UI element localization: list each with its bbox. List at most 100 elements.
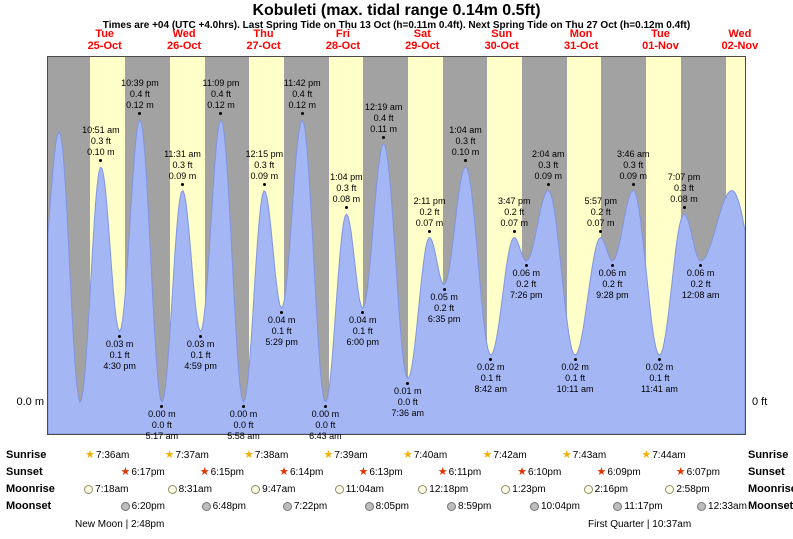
day-label-30-Oct: Sun 30-Oct (484, 28, 519, 52)
moonset-icon (530, 502, 539, 511)
sunset-time: 6:14pm (289, 467, 324, 478)
moonrise-entry: 11:04am (334, 484, 384, 495)
sunset-icon: ★ (279, 466, 289, 478)
day-label-27-Oct: Thu 27-Oct (246, 28, 281, 52)
moonset-time: 7:22pm (293, 501, 328, 512)
moonrise-icon (501, 485, 511, 494)
sunset-entry: ★ 6:10pm (517, 467, 562, 479)
moonrise-icon (84, 485, 94, 494)
moonset-icon (201, 502, 211, 511)
moonset-time: 11:17pm (624, 501, 663, 512)
sunrise-time: 7:36am (96, 450, 130, 461)
day-labels-row: Tue 25-Oct Wed 26-Oct Thu 27-Oct Fri 28-Oct Sat 2… (0, 28, 793, 55)
sunset-icon: ★ (120, 466, 131, 478)
moonset-entry: 6:48pm (201, 501, 246, 512)
sunrise-time: 7:40am (413, 450, 448, 461)
sunset-time: 6:11pm (448, 467, 482, 478)
sunset-icon: ★ (675, 466, 686, 478)
page-title: Kobuleti (max. tidal range 0.14m 0.5ft) (252, 2, 541, 19)
moonset-entry: 8:59pm (447, 501, 491, 512)
sunrise-entry: ★ 7:39am (324, 450, 368, 462)
tide-plot-area (47, 56, 746, 435)
sunrise-time: 7:43am (572, 450, 607, 461)
sunrise-entry: ★ 7:37am (164, 449, 209, 462)
moonset-entry: 11:17pm (613, 501, 663, 512)
sunset-time: 6:13pm (369, 467, 403, 478)
sunrise-time: 7:42am (493, 450, 527, 461)
sunrise-entry: ★ 7:43am (561, 449, 607, 462)
sunset-icon: ★ (596, 466, 607, 478)
sunset-time: 6:15pm (210, 467, 244, 478)
moonset-entry: 6:20pm (120, 501, 165, 512)
sunrise-icon: ★ (244, 449, 254, 461)
day-label-02-Nov: Wed 02-Nov (721, 28, 759, 52)
moonset-entry: 8:05pm (364, 501, 409, 512)
moonset-icon (364, 502, 374, 511)
row-label-sunset-left: Sunset (6, 466, 43, 478)
moonrise-entry: 2:16pm (583, 484, 628, 495)
moonset-entry: 12:33am (697, 501, 747, 512)
moonrise-time: 12:18pm (429, 484, 469, 495)
sunset-time: 6:17pm (131, 467, 165, 478)
sunrise-time: 7:39am (334, 450, 368, 461)
row-label-moonset-right: Moonset (748, 500, 793, 512)
day-label-28-Oct: Fri 28-Oct (325, 28, 361, 52)
row-label-moonrise-right: Moonrise (748, 483, 793, 495)
sunset-entry: ★ 6:14pm (279, 466, 324, 479)
moonrise-time: 8:31am (178, 484, 212, 495)
day-label-29-Oct: Sat 29-Oct (405, 28, 440, 52)
sunrise-icon: ★ (164, 449, 175, 461)
tide-curve (48, 118, 745, 434)
sunrise-icon: ★ (85, 449, 96, 461)
moonrise-entry: 2:58pm (665, 484, 710, 495)
day-label-25-Oct: Tue 25-Oct (87, 28, 122, 52)
moon-phase-new-moon: New Moon | 2:48pm (75, 519, 165, 530)
sunrise-time: 7:44am (652, 450, 686, 461)
moonrise-icon (167, 485, 177, 494)
sunrise-entry: ★ 7:40am (402, 449, 448, 462)
moonrise-entry: 8:31am (167, 484, 212, 495)
moonrise-entry: 9:47am (251, 484, 296, 495)
sunset-time: 6:10pm (527, 467, 562, 478)
axis-label-meters: 0.0 m (16, 396, 44, 408)
sunrise-entry: ★ 7:38am (244, 449, 289, 462)
sunrise-entry: ★ 7:36am (85, 449, 130, 462)
moonrise-time: 1:23pm (512, 484, 546, 495)
moonrise-icon (334, 485, 344, 494)
sunset-entry: ★ 6:09pm (596, 466, 641, 479)
moonrise-time: 7:18am (95, 484, 129, 495)
sunrise-time: 7:38am (254, 450, 289, 461)
moonset-entry: 10:04pm (530, 501, 580, 512)
sunset-entry: ★ 6:07pm (675, 466, 720, 479)
moonrise-icon (418, 485, 428, 494)
moonset-time: 6:20pm (131, 501, 165, 512)
sunset-time: 6:09pm (607, 467, 641, 478)
moonset-icon (613, 502, 623, 511)
moonrise-time: 2:16pm (594, 484, 628, 495)
moonset-icon (447, 502, 457, 511)
sunset-icon: ★ (199, 466, 210, 478)
moonrise-entry: 7:18am (84, 484, 129, 495)
moon-phase-first-quarter: First Quarter | 10:37am (588, 519, 692, 530)
sunrise-icon: ★ (561, 449, 572, 461)
row-label-moonset-left: Moonset (6, 500, 52, 512)
moonset-icon (697, 502, 707, 511)
moonrise-entry: 1:23pm (501, 484, 546, 495)
sunset-icon: ★ (437, 466, 448, 478)
sunset-entry: ★ 6:13pm (358, 466, 403, 479)
moonrise-time: 11:04am (345, 484, 384, 495)
sunset-time: 6:07pm (686, 467, 720, 478)
sunset-entry: ★ 6:11pm (437, 466, 482, 479)
sunrise-icon: ★ (402, 449, 413, 461)
sunset-icon: ★ (358, 466, 369, 478)
tide-curve-path (48, 118, 745, 434)
moonrise-icon (251, 485, 261, 494)
day-label-01-Nov: Tue 01-Nov (642, 28, 679, 52)
page-subtitle: Times are +04 (UTC +4.0hrs). Last Spring… (102, 20, 691, 31)
moonrise-time: 9:47am (262, 484, 296, 495)
moonset-icon (120, 502, 130, 511)
moonset-time: 12:33am (708, 501, 747, 512)
moonset-icon (282, 502, 292, 511)
moonrise-icon (665, 485, 675, 494)
row-label-moonrise-left: Moonrise (6, 483, 55, 495)
